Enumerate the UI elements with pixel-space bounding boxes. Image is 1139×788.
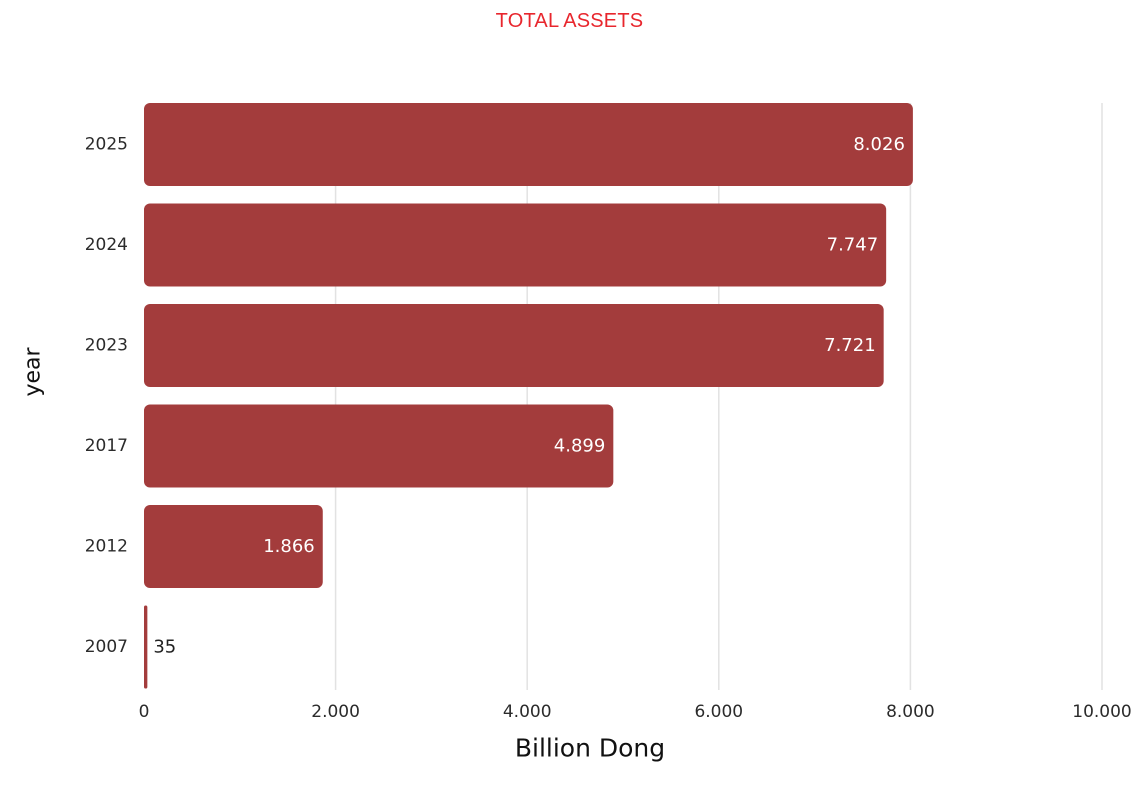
x-tick-labels: 0 2.000 4.000 6.000 8.000 10.000: [139, 702, 1132, 722]
value-label: 7.747: [827, 235, 879, 256]
bar: [144, 505, 323, 588]
x-tick-label: 6.000: [694, 702, 743, 722]
bar: [144, 605, 148, 689]
y-tick-label: 2012: [85, 537, 128, 557]
value-label: 1.866: [263, 536, 315, 557]
chart-title: TOTAL ASSETS: [495, 10, 644, 32]
y-tick-label: 2025: [85, 135, 128, 155]
bar: [144, 304, 884, 387]
bar: [144, 203, 887, 287]
y-tick-label: 2017: [85, 436, 128, 456]
y-tick-labels: 2025 2024 2023 2017 2012 2007: [85, 135, 128, 658]
bar: [144, 103, 913, 186]
bar: [144, 404, 614, 488]
x-axis-label: Billion Dong: [514, 733, 666, 763]
value-label: 7.721: [824, 335, 876, 356]
value-label: 8.026: [853, 134, 905, 155]
x-tick-label: 2.000: [311, 702, 360, 722]
x-tick-label: 8.000: [886, 702, 935, 722]
bars: [144, 103, 913, 689]
y-axis-label: year: [20, 347, 46, 397]
y-tick-label: 2007: [85, 637, 128, 657]
y-tick-label: 2024: [85, 235, 128, 255]
x-tick-label: 0: [139, 702, 150, 722]
value-label: 35: [153, 637, 176, 658]
grid-lines: [334, 103, 1103, 690]
value-labels: 8.026 7.747 7.721 4.899 1.866 35: [153, 134, 905, 658]
x-tick-label: 4.000: [503, 702, 552, 722]
value-label: 4.899: [554, 436, 606, 457]
x-tick-label: 10.000: [1072, 702, 1131, 722]
y-tick-label: 2023: [85, 336, 128, 356]
